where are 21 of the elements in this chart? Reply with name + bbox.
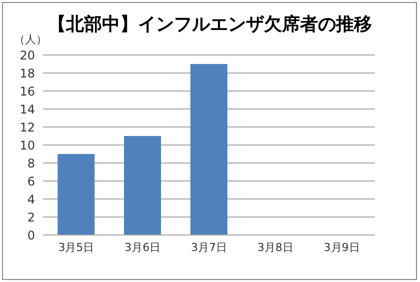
x-tick-label: 3月8日 [257,240,294,254]
x-tick-label: 3月9日 [324,240,360,254]
y-tick-label: 20 [20,48,35,62]
bar [190,64,228,235]
y-tick-label: 12 [20,120,35,134]
x-tick-label: 3月7日 [191,240,227,254]
x-tick-label: 3月6日 [124,240,161,254]
y-tick-label: 4 [27,192,35,206]
y-tick-label: 0 [27,228,35,242]
x-tick-label: 3月5日 [58,240,94,254]
chart-title: 【北部中】インフルエンザ欠席者の推移 [48,14,372,35]
y-tick-label: 10 [20,138,35,152]
y-tick-label: 14 [20,102,35,116]
y-tick-label: 16 [20,84,35,98]
y-tick-label: 8 [27,156,35,170]
y-axis-title: （人） [14,32,47,47]
y-tick-label: 2 [27,210,35,224]
y-tick-label: 6 [27,174,35,188]
bar [124,136,162,235]
y-tick-label: 18 [20,66,35,80]
bar [58,154,95,235]
